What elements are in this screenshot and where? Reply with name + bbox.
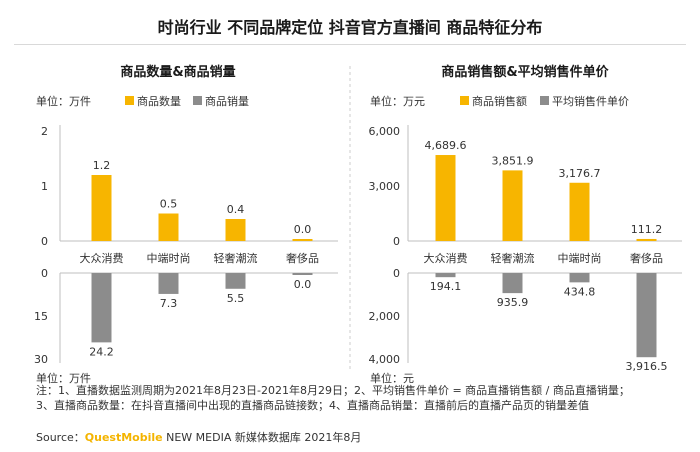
chart1-top-data-label: 0.4: [227, 203, 245, 216]
source-brand: QuestMobile: [84, 431, 163, 444]
chart1-unit-label: 单位：万件: [36, 94, 91, 108]
chart2-top-bar: [502, 170, 523, 241]
chart2-bottom-unit-label: 单位：元: [370, 371, 414, 385]
chart1-bottom-data-label: 0.0: [294, 278, 312, 291]
chart1-bottom-data-label: 24.2: [89, 345, 114, 358]
chart2-bottom-tick-label: 4,000: [369, 353, 401, 366]
chart2-top-tick-label: 0: [393, 235, 400, 248]
chart2-bottom-data-label: 935.9: [497, 296, 529, 309]
chart2-category-label: 大众消费: [424, 251, 468, 265]
chart1-top-data-label: 0.5: [160, 198, 178, 211]
chart2-category-label: 轻奢潮流: [491, 251, 535, 265]
chart1-top-tick-label: 1: [41, 180, 48, 193]
chart1-bottom-tick-label: 0: [41, 267, 48, 280]
chart1-bottom-tick-label: 30: [34, 353, 48, 366]
footnote-line-1: 注：1、直播数据监测周期为2021年8月23日-2021年8月29日；2、平均销…: [36, 384, 630, 397]
title-underline: [14, 44, 686, 45]
chart1-top-bar: [292, 239, 313, 241]
footnote-line-2: 3、直播商品数量：在抖音直播间中出现的直播商品链接数；4、直播商品销量：直播前后…: [36, 399, 589, 412]
chart1-bottom-bar: [91, 273, 112, 343]
chart2-top-data-label: 3,176.7: [559, 167, 601, 180]
chart1-legend-swatch-bottom: [193, 96, 202, 105]
chart1-top-tick-label: 0: [41, 235, 48, 248]
source-prefix: Source：: [36, 431, 85, 444]
chart2-bottom-tick-label: 2,000: [369, 310, 401, 323]
chart1-legend-swatch-top: [125, 96, 134, 105]
chart2-legend-label-bottom: 平均销售件单价: [552, 94, 629, 108]
chart2-legend-swatch-top: [460, 96, 469, 105]
chart1-legend-label-bottom: 商品销量: [205, 94, 249, 108]
chart1-bottom-bar: [225, 273, 246, 289]
chart2-top-tick-label: 6,000: [369, 125, 401, 138]
chart1-top-bar: [91, 175, 112, 241]
chart1-bottom-bar: [292, 273, 313, 275]
chart2-bottom-data-label: 434.8: [564, 285, 596, 298]
chart1-legend-label-top: 商品数量: [137, 94, 181, 108]
chart1-top-data-label: 1.2: [93, 159, 111, 172]
chart2-bottom-bar: [569, 273, 590, 283]
chart2-title: 商品销售额&平均销售件单价: [441, 64, 609, 80]
chart1-category-label: 中端时尚: [147, 251, 191, 265]
chart1-bottom-data-label: 5.5: [227, 292, 245, 305]
chart1-bottom-bar: [158, 273, 179, 294]
chart2-top-bar: [435, 155, 456, 241]
chart1-top-data-label: 0.0: [294, 223, 312, 236]
chart2-top-data-label: 111.2: [631, 223, 663, 236]
chart1-top-tick-label: 2: [41, 125, 48, 138]
chart2-unit-label: 单位：万元: [370, 94, 425, 108]
chart2-top-tick-label: 3,000: [369, 180, 401, 193]
source-line: Source：QuestMobile NEW MEDIA 新媒体数据库 2021…: [36, 429, 361, 445]
source-rest: NEW MEDIA 新媒体数据库 2021年8月: [162, 431, 362, 444]
chart1-bottom-tick-label: 15: [34, 310, 48, 323]
chart2-bottom-data-label: 194.1: [430, 280, 462, 293]
chart2-top-bar: [636, 238, 657, 241]
chart2-category-label: 中端时尚: [558, 251, 602, 265]
chart1-top-bar: [158, 213, 179, 241]
chart2-bottom-bar: [435, 273, 456, 278]
chart2-legend-swatch-bottom: [540, 96, 549, 105]
chart1-bottom-data-label: 7.3: [160, 297, 178, 310]
footnotes: 注：1、直播数据监测周期为2021年8月23日-2021年8月29日；2、平均销…: [36, 383, 686, 413]
page-title: 时尚行业 不同品牌定位 抖音官方直播间 商品特征分布: [157, 18, 543, 37]
chart1-category-label: 大众消费: [80, 251, 124, 265]
chart2-bottom-bar: [636, 273, 657, 358]
chart1-bottom-unit-label: 单位：万件: [36, 371, 91, 385]
chart2-legend-label-top: 商品销售额: [472, 94, 527, 108]
chart2-bottom-data-label: 3,916.5: [626, 360, 668, 373]
chart2-top-data-label: 3,851.9: [492, 154, 534, 167]
chart2-top-bar: [569, 182, 590, 241]
chart2-category-label: 奢侈品: [630, 251, 663, 265]
chart1-category-label: 轻奢潮流: [214, 251, 258, 265]
chart2-bottom-tick-label: 0: [393, 267, 400, 280]
chart1-title: 商品数量&商品销量: [120, 64, 235, 80]
chart2-top-data-label: 4,689.6: [425, 139, 467, 152]
chart1-top-bar: [225, 219, 246, 241]
chart1-category-label: 奢侈品: [286, 251, 319, 265]
chart2-bottom-bar: [502, 273, 523, 294]
